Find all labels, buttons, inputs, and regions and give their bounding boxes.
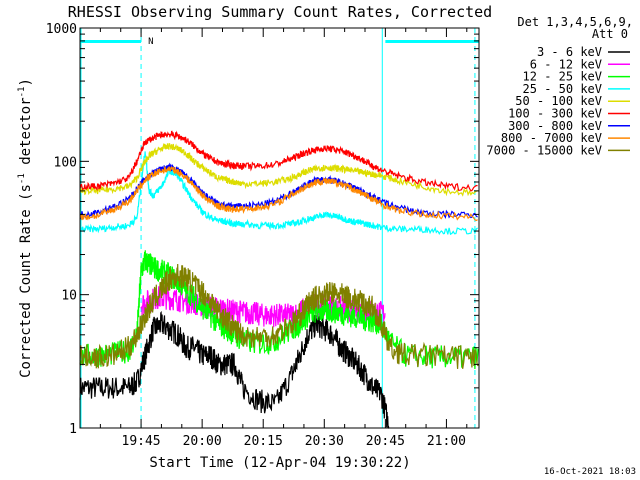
x-axis: 19:45 20:00 20:15 20:30 20:45 21:00	[99, 28, 468, 449]
legend-label-6: 300 - 800 keV	[508, 119, 602, 133]
series-12-25-kev	[79, 250, 479, 370]
y-tick-label-3: 1000	[46, 22, 77, 37]
y-tick-label-1: 10	[61, 289, 77, 304]
y-tick-label-2: 100	[54, 155, 77, 170]
y-tick-label-0: 1	[69, 422, 77, 437]
chart-title: RHESSI Observing Summary Count Rates, Co…	[68, 3, 492, 21]
x-tick-label-0: 19:45	[122, 434, 161, 449]
series-trace-7	[79, 165, 478, 222]
x-tick-label-5: 21:00	[427, 434, 466, 449]
series-25-50-kev	[79, 151, 478, 236]
legend-label-3: 25 - 50 keV	[523, 82, 602, 96]
legend-label-7: 800 - 7000 keV	[501, 131, 602, 145]
series-trace-5	[79, 130, 478, 192]
legend-label-0: 3 - 6 keV	[537, 45, 602, 59]
x-tick-label-1: 20:00	[183, 434, 222, 449]
series-trace-0	[79, 310, 390, 429]
x-tick-label-3: 20:30	[305, 434, 344, 449]
x-tick-label-4: 20:45	[366, 434, 405, 449]
legend-label-2: 12 - 25 keV	[523, 70, 602, 84]
legend-title-1: Det 1,3,4,5,6,9,	[517, 15, 633, 29]
series-trace-2	[79, 250, 479, 370]
x-axis-label: Start Time (12-Apr-04 19:30:22)	[149, 455, 410, 471]
series-50-100-kev	[79, 142, 478, 197]
series-layer	[79, 130, 479, 429]
legend-title-2: Att 0	[592, 27, 628, 41]
saa-bar-0	[80, 40, 142, 43]
series-trace-3	[79, 151, 478, 236]
y-axis-label: Corrected Count Rate (s-1 detector-1)	[17, 78, 34, 378]
n-marker-label: N	[148, 37, 153, 47]
series-800-7000-kev	[79, 165, 478, 222]
series-trace-8	[79, 263, 479, 369]
series-7000-15000-kev	[79, 263, 479, 369]
series-3-6-kev	[79, 310, 390, 429]
series-trace-4	[79, 142, 478, 197]
plot-frame	[79, 27, 480, 429]
footer-date: 16-Oct-2021 18:03	[544, 467, 636, 477]
legend-label-5: 100 - 300 keV	[508, 107, 602, 121]
saa-bar-1	[385, 40, 479, 43]
legend-label-4: 50 - 100 keV	[515, 94, 602, 108]
series-100-300-kev	[79, 130, 478, 192]
legend-label-8: 7000 - 15000 keV	[486, 143, 602, 157]
x-tick-label-2: 20:15	[244, 434, 283, 449]
legend-label-1: 6 - 12 keV	[530, 57, 602, 71]
y-axis: 1 10 100 1000	[46, 22, 479, 437]
